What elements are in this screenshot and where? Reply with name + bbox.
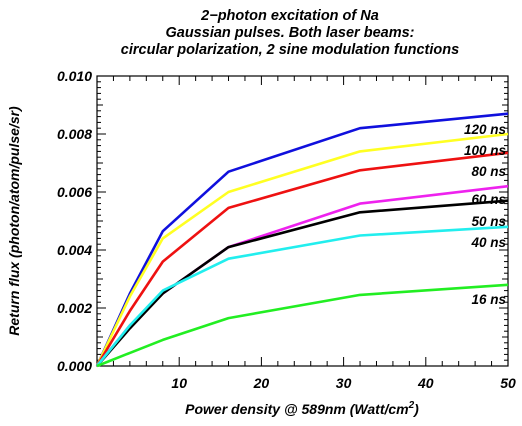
series-line-50-ns — [96, 199, 509, 367]
chart-title-line-3: circular polarization, 2 sine modulation… — [121, 42, 459, 58]
series-label-100-ns: 100 ns — [464, 143, 507, 158]
series-line-60-ns — [95, 184, 509, 367]
axis-ticks: 0.000 0.002 0.004 0.006 0.008 0.010 10 20 30 40 50 — [57, 68, 516, 391]
series-line-16-ns — [96, 283, 509, 368]
x-tick-label: 20 — [253, 375, 270, 391]
x-axis-label-close: ) — [412, 401, 419, 417]
series-line-40-ns — [95, 225, 509, 367]
x-tick-label: 40 — [417, 375, 434, 391]
x-axis-label: Power density @ 589nm (Watt/cm2) — [185, 400, 419, 417]
series-label-80-ns: 80 ns — [471, 164, 506, 179]
y-tick-label: 0.004 — [57, 242, 92, 258]
x-tick-label: 50 — [500, 375, 516, 391]
y-tick-label: 0.000 — [57, 358, 92, 374]
x-axis-label-main: Power density @ 589nm (Watt/cm — [185, 401, 408, 417]
series-label-60-ns: 60 ns — [471, 192, 506, 207]
y-tick-label: 0.006 — [57, 184, 92, 200]
series-label-16-ns: 16 ns — [471, 292, 506, 307]
x-axis-label-sup: 2 — [408, 400, 415, 411]
series-label-50-ns: 50 ns — [471, 214, 506, 229]
series-label-120-ns: 120 ns — [464, 122, 507, 137]
chart-title-line-2: Gaussian pulses. Both laser beams: — [165, 25, 414, 41]
y-axis-label: Return flux (photon/atom/pulse/sr) — [6, 106, 22, 336]
series-line-120-ns — [95, 112, 509, 367]
y-tick-label: 0.010 — [57, 68, 92, 84]
series-label-40-ns: 40 ns — [470, 235, 506, 250]
chart-title-line-1: 2−photon excitation of Na — [200, 8, 379, 24]
y-tick-label: 0.008 — [57, 126, 92, 142]
series-line-100-ns — [95, 132, 509, 367]
series-line-80-ns — [95, 151, 509, 367]
series-lines — [95, 112, 509, 368]
y-tick-label: 0.002 — [57, 300, 92, 316]
x-tick-label: 30 — [336, 375, 352, 391]
series-labels: 120 ns 100 ns 80 ns 60 ns 50 ns 40 ns 16 ns — [464, 122, 507, 307]
x-tick-label: 10 — [171, 375, 187, 391]
